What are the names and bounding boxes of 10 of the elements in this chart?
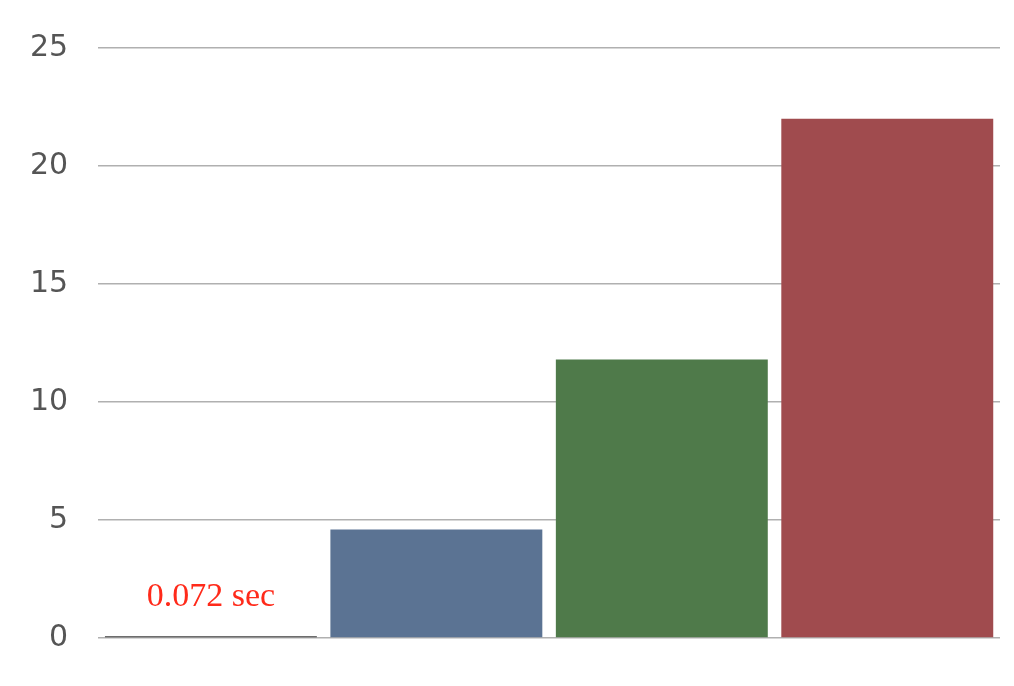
bar: [781, 118, 994, 638]
y-tick-label: 15: [29, 263, 69, 299]
y-tick-label: 5: [49, 499, 69, 535]
y-tick-label: 0: [49, 617, 69, 653]
bar: [330, 529, 543, 638]
bar: [555, 359, 768, 638]
y-tick-label: 25: [29, 27, 69, 63]
y-tick-label: 10: [29, 381, 69, 417]
y-tick-label: 20: [29, 145, 69, 181]
data-label: 0.072 sec: [146, 576, 276, 614]
